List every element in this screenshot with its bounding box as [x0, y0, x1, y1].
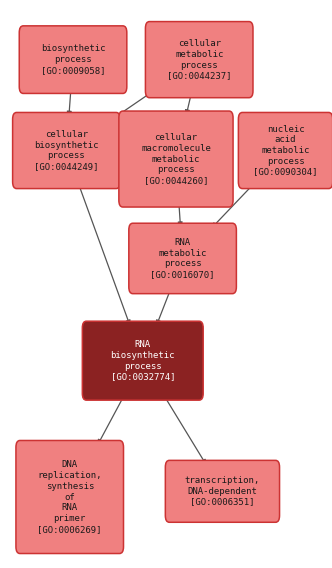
- FancyBboxPatch shape: [145, 22, 253, 98]
- FancyBboxPatch shape: [82, 321, 203, 400]
- FancyBboxPatch shape: [13, 112, 120, 189]
- Text: cellular
metabolic
process
[GO:0044237]: cellular metabolic process [GO:0044237]: [167, 39, 231, 80]
- Text: RNA
metabolic
process
[GO:0016070]: RNA metabolic process [GO:0016070]: [150, 238, 215, 279]
- Text: cellular
biosynthetic
process
[GO:0044249]: cellular biosynthetic process [GO:004424…: [34, 130, 99, 171]
- Text: biosynthetic
process
[GO:0009058]: biosynthetic process [GO:0009058]: [41, 44, 105, 75]
- FancyBboxPatch shape: [238, 112, 332, 189]
- Text: nucleic
acid
metabolic
process
[GO:0090304]: nucleic acid metabolic process [GO:00903…: [253, 124, 318, 177]
- FancyBboxPatch shape: [129, 223, 236, 294]
- Text: transcription,
DNA-dependent
[GO:0006351]: transcription, DNA-dependent [GO:0006351…: [185, 476, 260, 507]
- FancyBboxPatch shape: [19, 26, 127, 93]
- Text: cellular
macromolecule
metabolic
process
[GO:0044260]: cellular macromolecule metabolic process…: [141, 133, 211, 185]
- Text: RNA
biosynthetic
process
[GO:0032774]: RNA biosynthetic process [GO:0032774]: [111, 340, 175, 381]
- FancyBboxPatch shape: [119, 111, 233, 207]
- FancyBboxPatch shape: [16, 441, 124, 553]
- Text: DNA
replication,
synthesis
of
RNA
primer
[GO:0006269]: DNA replication, synthesis of RNA primer…: [38, 460, 102, 534]
- FancyBboxPatch shape: [165, 460, 280, 523]
